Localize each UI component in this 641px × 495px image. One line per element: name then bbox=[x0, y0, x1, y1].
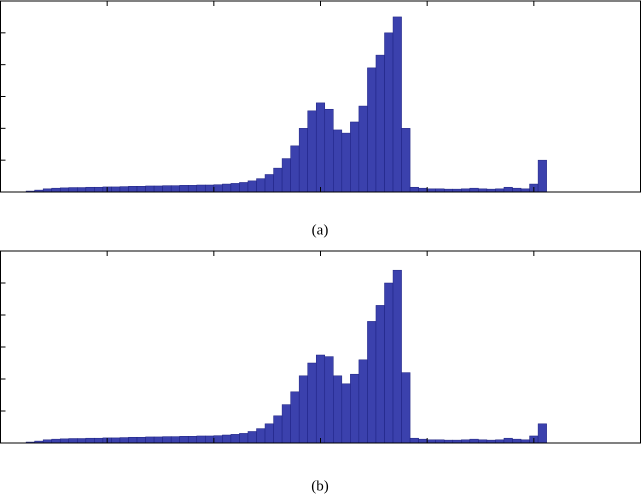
bar bbox=[94, 437, 104, 444]
bar bbox=[273, 415, 283, 444]
bar bbox=[68, 187, 78, 193]
bar bbox=[358, 105, 368, 193]
bar bbox=[469, 438, 479, 444]
bar bbox=[153, 436, 163, 444]
bar bbox=[392, 269, 402, 444]
bar bbox=[375, 54, 385, 193]
bar bbox=[170, 436, 180, 444]
bar bbox=[205, 435, 215, 444]
bar bbox=[537, 159, 547, 193]
bar bbox=[162, 436, 172, 444]
bar bbox=[213, 184, 223, 193]
bar bbox=[392, 16, 402, 193]
bar bbox=[94, 186, 104, 193]
bar bbox=[350, 121, 360, 193]
bar bbox=[222, 434, 232, 444]
bar bbox=[503, 437, 513, 444]
bar bbox=[85, 437, 95, 444]
bar bbox=[145, 436, 155, 444]
bar bbox=[256, 428, 266, 444]
bar bbox=[128, 186, 138, 193]
bar bbox=[239, 433, 249, 444]
bar bbox=[77, 187, 87, 193]
bar bbox=[358, 359, 368, 444]
bar bbox=[409, 186, 419, 193]
bar bbox=[375, 305, 385, 444]
bar bbox=[111, 437, 121, 444]
bar bbox=[51, 187, 61, 193]
bar bbox=[68, 438, 78, 444]
bar bbox=[187, 436, 198, 444]
bar bbox=[59, 187, 70, 193]
bar bbox=[401, 128, 411, 193]
bar bbox=[367, 67, 377, 193]
bar bbox=[512, 187, 522, 193]
bar bbox=[179, 185, 189, 193]
bar bbox=[367, 321, 377, 444]
bar bbox=[136, 436, 146, 444]
bar bbox=[298, 128, 308, 193]
bar bbox=[324, 108, 334, 193]
caption: (b) bbox=[311, 478, 329, 494]
bar bbox=[298, 375, 308, 444]
bar bbox=[307, 110, 317, 193]
bar bbox=[315, 102, 326, 193]
bar bbox=[247, 431, 257, 444]
bar bbox=[307, 362, 317, 444]
bar bbox=[409, 437, 419, 444]
bar bbox=[196, 435, 206, 444]
bar bbox=[418, 438, 428, 444]
bar bbox=[230, 434, 240, 444]
bar bbox=[213, 435, 223, 444]
bar bbox=[350, 373, 360, 444]
bar bbox=[333, 375, 343, 444]
caption: (a) bbox=[312, 222, 329, 238]
bar bbox=[111, 186, 121, 193]
bar bbox=[324, 356, 334, 444]
bar bbox=[512, 438, 522, 444]
bar bbox=[222, 183, 232, 193]
bar bbox=[205, 184, 215, 193]
bar bbox=[77, 438, 87, 444]
bar bbox=[503, 186, 513, 193]
bar bbox=[418, 187, 428, 193]
bar bbox=[256, 178, 266, 193]
bar bbox=[179, 436, 189, 444]
bar bbox=[162, 185, 172, 193]
bar bbox=[187, 185, 198, 193]
bar bbox=[230, 183, 240, 193]
bar bbox=[384, 282, 394, 444]
bar bbox=[333, 129, 343, 193]
bar bbox=[273, 167, 283, 193]
bar bbox=[119, 186, 129, 193]
bar bbox=[290, 145, 300, 193]
bar bbox=[341, 132, 351, 193]
bar bbox=[290, 391, 300, 444]
bar bbox=[59, 438, 70, 444]
bar bbox=[264, 174, 274, 193]
bar bbox=[85, 186, 95, 193]
bar bbox=[341, 383, 351, 444]
bar bbox=[264, 423, 274, 444]
bar bbox=[119, 437, 129, 444]
bar bbox=[281, 158, 291, 193]
bar bbox=[51, 438, 61, 444]
bar bbox=[145, 185, 155, 193]
bar bbox=[281, 404, 291, 444]
bar bbox=[136, 186, 146, 193]
bar bbox=[128, 436, 138, 444]
bar bbox=[315, 354, 326, 444]
bar bbox=[196, 184, 206, 193]
bar bbox=[401, 372, 411, 444]
bar bbox=[469, 187, 479, 193]
bar bbox=[537, 423, 547, 444]
bar bbox=[153, 185, 163, 193]
bar bbox=[384, 32, 394, 193]
bar bbox=[247, 180, 257, 193]
bar bbox=[239, 182, 249, 193]
bar bbox=[170, 185, 180, 193]
